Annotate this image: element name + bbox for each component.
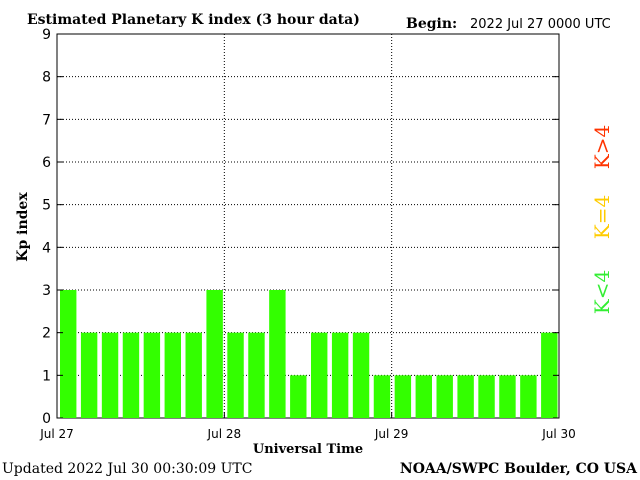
y-tick-label: 1: [42, 368, 51, 384]
bar: [60, 290, 77, 418]
bar: [331, 332, 349, 418]
x-axis-ticks: Jul 27 Jul 28 Jul 29 Jul 30: [39, 412, 576, 441]
bar: [394, 375, 412, 418]
bar: [436, 375, 453, 418]
bar: [520, 375, 537, 418]
begin-value: 2022 Jul 27 0000 UTC: [470, 17, 611, 32]
y-tick-label: 9: [42, 27, 51, 43]
y-tick-label: 2: [42, 326, 51, 342]
y-tick-label: 6: [42, 155, 51, 171]
y-axis-ticks: 0 1 2 3 4 5 6 7 8 9: [42, 27, 559, 427]
y-axis-label: Kp index: [15, 192, 31, 262]
bar: [206, 290, 223, 418]
bar: [269, 290, 286, 418]
x-tick-label: Jul 30: [541, 427, 576, 441]
bar: [478, 375, 495, 418]
bar: [415, 375, 432, 418]
plot-frame: [56, 33, 560, 419]
x-axis-label: Universal Time: [253, 442, 363, 457]
y-tick-label: 0: [42, 411, 51, 427]
legend-entry: K=4: [590, 195, 614, 239]
bar: [457, 375, 474, 418]
x-tick-label: Jul 27: [39, 427, 74, 441]
y-tick-label: 8: [42, 70, 51, 86]
y-tick-label: 5: [42, 198, 51, 214]
bar: [185, 332, 202, 418]
bar: [143, 332, 161, 418]
chart-title: Estimated Planetary K index (3 hour data…: [27, 12, 360, 28]
bar: [101, 332, 119, 418]
y-tick-label: 3: [42, 283, 51, 299]
grid-lines: [57, 34, 559, 418]
bar: [352, 332, 370, 418]
bar: [311, 332, 328, 418]
bar: [373, 375, 391, 418]
legend: K>4 K=4 K<4: [590, 125, 614, 314]
begin-label: Begin:: [406, 16, 457, 32]
y-tick-label: 4: [42, 240, 51, 256]
source-text: NOAA/SWPC Boulder, CO USA: [400, 461, 638, 477]
x-tick-label: Jul 29: [374, 427, 409, 441]
bar: [499, 375, 516, 418]
bar: [164, 332, 181, 418]
y-tick-label: 7: [42, 112, 51, 128]
legend-entry: K>4: [590, 125, 614, 169]
bar: [541, 332, 558, 418]
bar: [80, 332, 98, 418]
bars: [60, 290, 558, 418]
bar: [227, 332, 244, 418]
bar: [248, 332, 265, 418]
x-tick-label: Jul 28: [207, 427, 242, 441]
bar: [290, 375, 307, 418]
bar: [122, 332, 140, 418]
legend-entry: K<4: [590, 270, 614, 314]
updated-text: Updated 2022 Jul 30 00:30:09 UTC: [2, 461, 252, 477]
